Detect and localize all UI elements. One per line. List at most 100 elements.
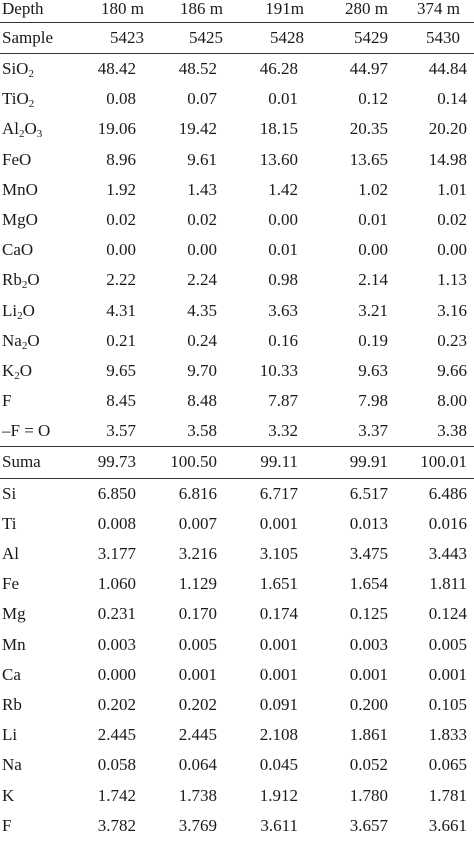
atom-value-cell: 1.742 <box>97 785 136 805</box>
oxide-value-cell: 2.22 <box>106 270 136 290</box>
oxide-value-cell: 3.21 <box>358 300 388 320</box>
oxide-value-cell: 0.23 <box>437 330 467 350</box>
atom-value-cell: 1.811 <box>429 574 467 594</box>
atom-value-cell: 0.003 <box>97 634 136 654</box>
oxide-label: Rb2O <box>2 270 40 292</box>
total-rule-top <box>0 446 474 448</box>
atom-value-cell: 1.833 <box>428 725 467 745</box>
atom-value-cell: 0.170 <box>178 604 217 624</box>
atom-row: F 3.782 3.769 3.611 3.657 3.661 <box>0 811 474 841</box>
oxide-row: FeO 8.96 9.61 13.60 13.65 14.98 <box>0 145 474 175</box>
depth-cell: 280 m <box>345 0 388 18</box>
oxide-value-cell: 9.66 <box>437 360 467 380</box>
atom-value-cell: 0.001 <box>178 664 217 684</box>
oxide-value-cell: 2.14 <box>358 270 388 290</box>
oxide-value-cell: 0.14 <box>437 89 467 109</box>
atom-row: Si 6.850 6.816 6.717 6.517 6.486 <box>0 479 474 509</box>
atom-value-cell: 0.007 <box>178 513 217 533</box>
oxide-value-cell: 2.24 <box>187 270 217 290</box>
atom-value-cell: 0.124 <box>428 604 467 624</box>
sample-cell: 5430 <box>426 28 460 47</box>
total-rule-bottom <box>0 477 474 479</box>
oxide-value-cell: 0.19 <box>358 330 388 350</box>
atom-value-cell: 0.202 <box>97 694 136 714</box>
atom-value-cell: 0.052 <box>349 755 388 775</box>
oxide-value-cell: 8.96 <box>106 149 136 169</box>
sample-cell: 5429 <box>354 28 388 47</box>
oxide-value-cell: 1.43 <box>187 179 217 199</box>
oxide-value-cell: 19.06 <box>97 119 136 139</box>
total-cell: 100.01 <box>420 452 467 472</box>
atom-label: Fe <box>2 574 19 594</box>
atom-value-cell: 3.769 <box>178 815 217 835</box>
oxide-row: MgO 0.02 0.02 0.00 0.01 0.02 <box>0 205 474 235</box>
atom-row: Ti 0.008 0.007 0.001 0.013 0.016 <box>0 509 474 539</box>
oxide-label: FeO <box>2 149 32 169</box>
atom-value-cell: 2.108 <box>259 725 298 745</box>
oxide-value-cell: 14.98 <box>428 149 467 169</box>
oxide-value-cell: 9.65 <box>106 360 136 380</box>
atom-row: Na 0.058 0.064 0.045 0.052 0.065 <box>0 750 474 780</box>
oxide-label: K2O <box>2 360 33 382</box>
depth-label: Depth <box>2 0 44 18</box>
oxide-value-cell: 0.02 <box>187 209 217 229</box>
atom-label: Ca <box>2 664 21 684</box>
oxide-row: SiO2 48.42 48.52 46.28 44.97 44.84 <box>0 54 474 84</box>
oxide-row: CaO 0.00 0.00 0.01 0.00 0.00 <box>0 235 474 265</box>
oxide-value-cell: 48.52 <box>178 59 217 78</box>
atom-value-cell: 0.001 <box>349 664 388 684</box>
oxide-label: SiO2 <box>2 59 34 80</box>
atom-value-cell: 0.001 <box>259 634 298 654</box>
atom-value-cell: 3.782 <box>97 815 136 835</box>
atom-value-cell: 0.001 <box>428 664 467 684</box>
atom-value-cell: 1.129 <box>178 574 217 594</box>
oxide-row: –F = O 3.57 3.58 3.32 3.37 3.38 <box>0 416 474 446</box>
oxide-value-cell: 0.21 <box>106 330 136 350</box>
atom-value-cell: 3.216 <box>178 544 217 563</box>
atom-value-cell: 0.001 <box>259 664 298 684</box>
atom-label: Li <box>2 725 18 745</box>
atom-value-cell: 0.005 <box>178 634 217 654</box>
atom-value-cell: 0.231 <box>97 604 136 624</box>
oxide-value-cell: 8.00 <box>437 391 467 411</box>
atom-value-cell: 3.475 <box>349 544 388 563</box>
oxide-row: Rb2O 2.22 2.24 0.98 2.14 1.13 <box>0 265 474 295</box>
oxide-value-cell: 48.42 <box>97 59 136 78</box>
oxide-label: MnO <box>2 179 38 199</box>
atom-value-cell: 1.781 <box>428 785 467 805</box>
oxide-value-cell: 7.98 <box>358 391 388 411</box>
depth-header-row: Depth 180 m 186 m 191m 280 m 374 m <box>0 0 474 22</box>
oxide-value-cell: 1.01 <box>437 179 467 199</box>
atom-row: Fe 1.060 1.129 1.651 1.654 1.811 <box>0 569 474 599</box>
oxide-label: F <box>2 391 12 411</box>
atom-row: Rb 0.202 0.202 0.091 0.200 0.105 <box>0 690 474 720</box>
oxide-value-cell: 3.38 <box>437 421 467 441</box>
oxide-row: MnO 1.92 1.43 1.42 1.02 1.01 <box>0 175 474 205</box>
oxide-value-cell: 0.02 <box>106 209 136 229</box>
atom-value-cell: 6.486 <box>428 483 467 503</box>
oxide-value-cell: 3.37 <box>358 421 388 441</box>
oxide-value-cell: 0.00 <box>437 240 467 260</box>
atom-label: Rb <box>2 694 22 714</box>
oxide-value-cell: 18.15 <box>259 119 298 139</box>
atom-value-cell: 0.105 <box>428 694 467 714</box>
oxide-value-cell: 1.92 <box>106 179 136 199</box>
atom-value-cell: 0.058 <box>97 755 136 775</box>
atom-value-cell: 1.651 <box>259 574 298 594</box>
atom-label: Si <box>2 483 17 503</box>
depth-cell: 374 m <box>417 0 460 18</box>
atom-value-cell: 0.064 <box>178 755 217 775</box>
oxide-row: TiO2 0.08 0.07 0.01 0.12 0.14 <box>0 84 474 114</box>
oxide-value-cell: 0.08 <box>106 89 136 109</box>
oxide-value-cell: 3.16 <box>437 300 467 320</box>
oxide-value-cell: 0.16 <box>268 330 298 350</box>
atom-value-cell: 6.850 <box>97 483 136 503</box>
depth-cell: 180 m <box>101 0 144 18</box>
oxide-value-cell: 0.01 <box>268 89 298 109</box>
sample-label: Sample <box>2 28 53 47</box>
total-label: Suma <box>2 452 41 472</box>
oxide-value-cell: 20.35 <box>349 119 388 139</box>
total-cell: 99.73 <box>97 452 136 472</box>
atom-value-cell: 2.445 <box>178 725 217 745</box>
